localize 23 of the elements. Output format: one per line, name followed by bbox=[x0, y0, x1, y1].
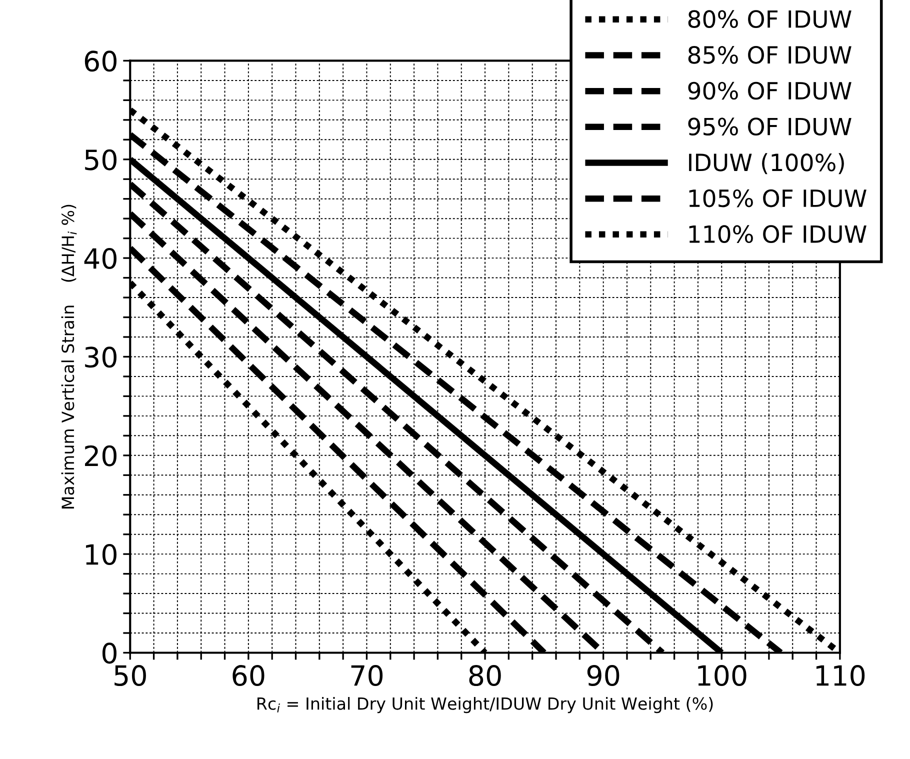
y-tick-label: 10 bbox=[86, 544, 116, 566]
y-tick-label: 60 bbox=[84, 50, 116, 72]
legend-label: 110% OF IDUW bbox=[689, 225, 866, 244]
y-tick-label: 0 bbox=[102, 642, 116, 664]
legend-label: IDUW (100%) bbox=[689, 153, 844, 174]
legend-label: 80% OF IDUW bbox=[688, 10, 852, 28]
x-tick-label: 100 bbox=[698, 665, 746, 686]
x-tick-label: 110 bbox=[816, 665, 865, 686]
x-tick-label: 50 bbox=[114, 665, 146, 686]
legend-label: 105% OF IDUW bbox=[689, 189, 866, 208]
x-axis-title: Rc$_{i}$ = Initial Dry Unit Weight/IDUW Dry Unit Weight (%) bbox=[258, 696, 713, 714]
x-tick-label: 60 bbox=[232, 665, 264, 686]
x-tick-label: 80 bbox=[469, 665, 501, 686]
legend-label: 85% OF IDUW bbox=[688, 46, 852, 64]
y-tick-label: 40 bbox=[84, 248, 116, 270]
legend-label: 95% OF IDUW bbox=[688, 118, 852, 136]
y-tick-label: 20 bbox=[85, 445, 116, 466]
x-tick-label: 70 bbox=[351, 665, 383, 686]
x-tick-label: 90 bbox=[587, 665, 620, 686]
y-tick-label: 30 bbox=[85, 346, 116, 368]
y-axis-title: Maximum Vertical Strain (ΔH/H$_{i}$ %) bbox=[61, 204, 77, 509]
y-tick-label: 50 bbox=[85, 149, 116, 170]
legend-label: 90% OF IDUW bbox=[688, 82, 852, 100]
